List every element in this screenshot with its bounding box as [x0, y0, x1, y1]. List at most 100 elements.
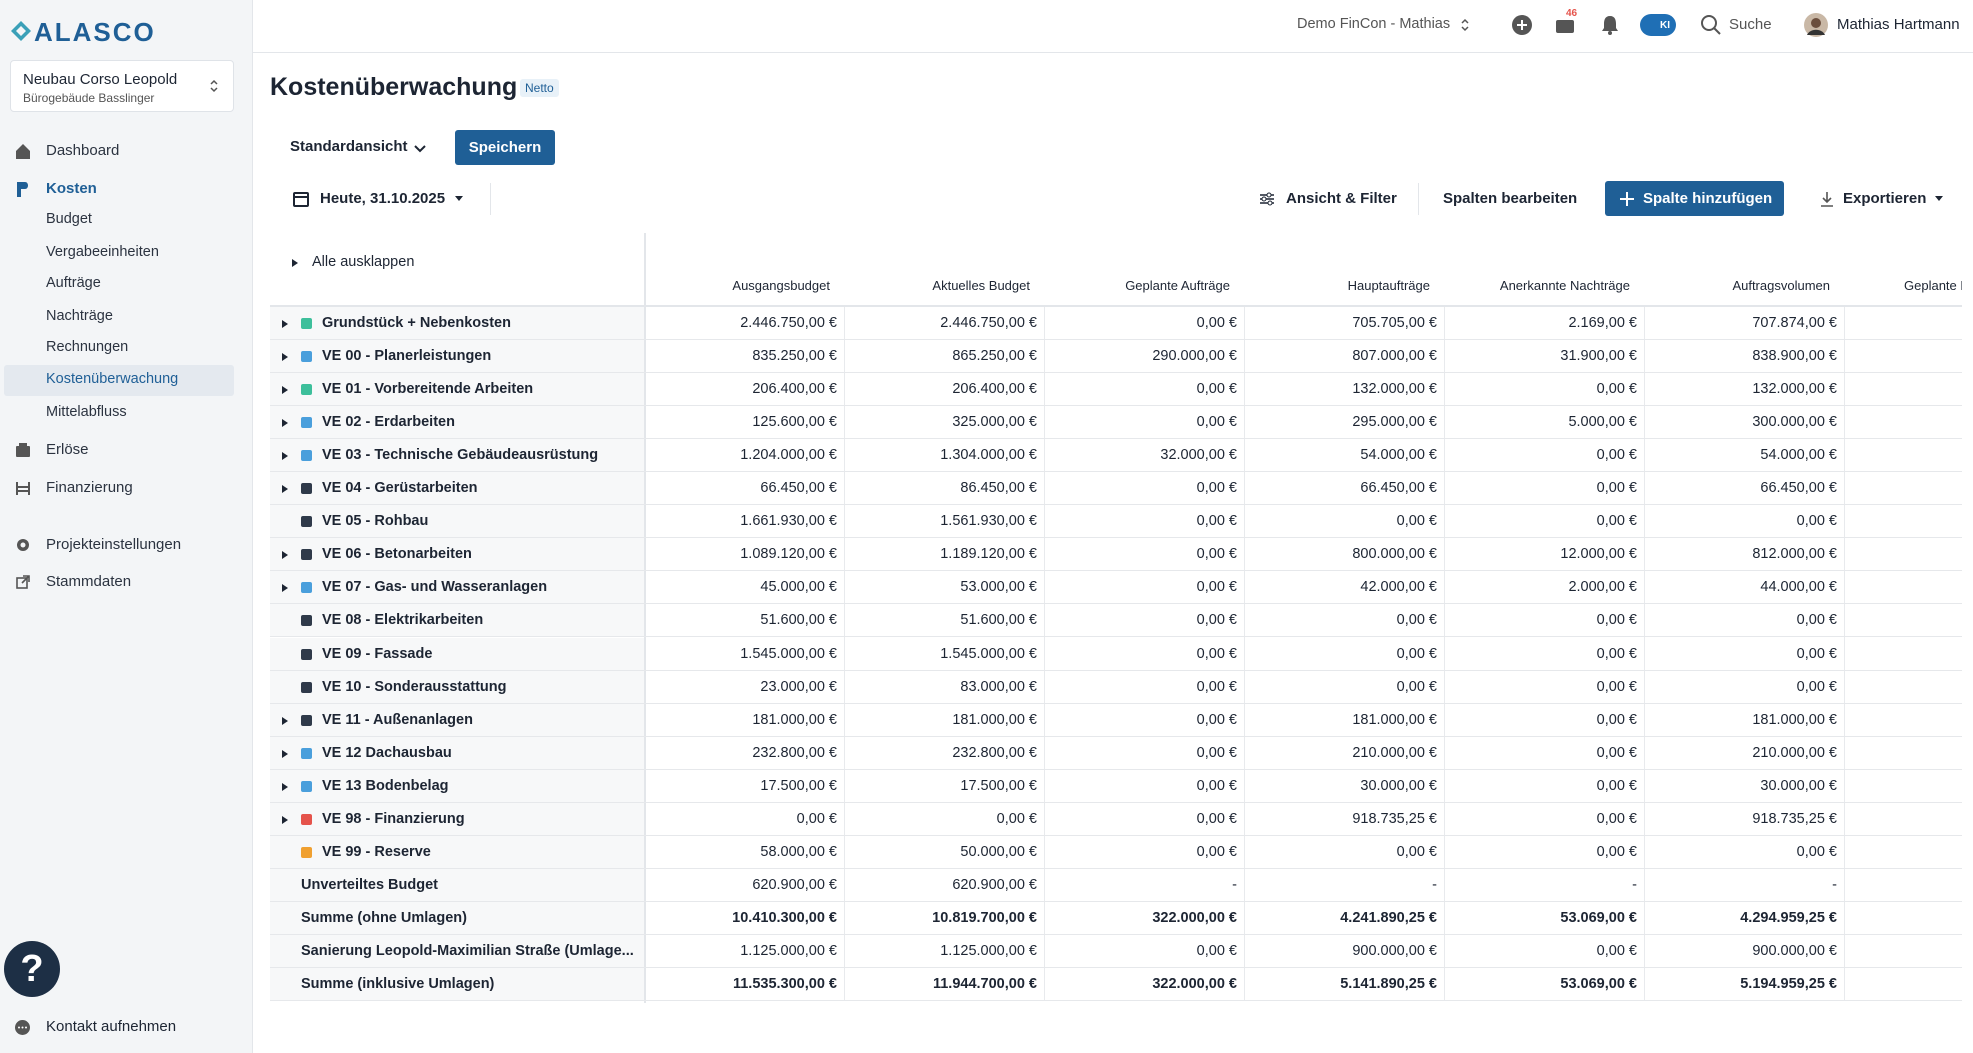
table-row[interactable]: VE 08 - Elektrikarbeiten 51.600,00 € 51.60… — [270, 604, 1962, 638]
table-row[interactable]: VE 13 Bodenbelag 17.500,00 € 17.500,00 € 0,… — [270, 769, 1962, 803]
value-cell: 838.900,00 € — [1752, 348, 1837, 365]
table-row[interactable]: Summe (inklusive Umlagen) 11.535.300,00 €… — [270, 968, 1962, 1002]
expand-toggle[interactable] — [281, 749, 289, 759]
value-cell: 900.000,00 € — [1352, 942, 1437, 959]
bell-icon[interactable] — [1600, 14, 1620, 36]
name-cell — [270, 373, 644, 406]
table-row[interactable]: VE 07 - Gas- und Wasseranlagen 45.000,00 … — [270, 571, 1962, 605]
expand-toggle[interactable] — [281, 352, 289, 362]
nav-item[interactable]: Vergabeeinheiten — [46, 244, 159, 260]
nav-item[interactable]: Rechnungen — [46, 339, 129, 355]
table-row[interactable]: Sanierung Leopold-Maximilian Straße (Uml… — [270, 934, 1962, 968]
view-selector[interactable]: Standardansicht — [290, 138, 408, 155]
project-selector[interactable]: Neubau Corso Leopold Bürogebäude Basslin… — [10, 60, 234, 112]
value-cell: 0,00 € — [1196, 777, 1237, 794]
table-row[interactable]: VE 99 - Reserve 58.000,00 € 50.000,00 € 0,0… — [270, 835, 1962, 869]
project-name: Neubau Corso Leopold — [23, 71, 178, 88]
value-cell: 51.600,00 € — [760, 612, 837, 629]
value-cell: 0,00 € — [1396, 678, 1437, 695]
inbox-badge: 46 — [1566, 8, 1578, 19]
workspace-selector[interactable]: Demo FinCon - Mathias — [1297, 16, 1451, 32]
table-row[interactable]: VE 02 - Erdarbeiten 125.600,00 € 325.000,0… — [270, 406, 1962, 440]
table-row[interactable]: VE 04 - Gerüstarbeiten 66.450,00 € 86.450,… — [270, 472, 1962, 506]
ai-button[interactable]: KI — [1640, 14, 1676, 36]
value-cell: 0,00 € — [1196, 645, 1237, 662]
expand-toggle[interactable] — [281, 319, 289, 329]
value-cell: 5.000,00 € — [1568, 414, 1637, 431]
value-cell: 800.000,00 € — [1352, 546, 1437, 563]
save-button[interactable]: Speichern — [455, 130, 555, 165]
value-cell: 0,00 € — [1596, 843, 1637, 860]
nav-item[interactable]: Aufträge — [46, 275, 101, 291]
color-swatch — [301, 384, 312, 396]
table-row[interactable]: VE 06 - Betonarbeiten 1.089.120,00 € 1.189… — [270, 538, 1962, 572]
table-row[interactable]: VE 05 - Rohbau 1.661.930,00 € 1.561.930,00… — [270, 505, 1962, 539]
expand-toggle[interactable] — [281, 550, 289, 560]
column-header: Aktuelles Budget — [932, 278, 1030, 293]
table-row[interactable]: VE 98 - Finanzierung 0,00 € 0,00 € 0,00 € 91… — [270, 802, 1962, 836]
value-cell: 1.661.930,00 € — [740, 513, 837, 530]
table-row[interactable]: Summe (ohne Umlagen) 10.410.300,00 € 10.81… — [270, 901, 1962, 935]
search-link[interactable]: Suche — [1729, 16, 1772, 33]
table-row[interactable]: VE 03 - Technische Gebäudeausrüstung 1.20… — [270, 439, 1962, 473]
expand-toggle[interactable] — [281, 583, 289, 593]
value-cell: 2.000,00 € — [1568, 579, 1637, 596]
inbox-icon[interactable] — [1554, 15, 1576, 35]
value-cell: 918.735,25 € — [1752, 810, 1837, 827]
avatar[interactable] — [1804, 13, 1828, 37]
column-header: Geplante Aufträge — [1125, 278, 1230, 293]
add-icon[interactable] — [1511, 14, 1533, 36]
value-cell: 0,00 € — [1396, 612, 1437, 629]
expand-all[interactable]: Alle ausklappen — [312, 254, 415, 270]
name-cell — [270, 835, 644, 868]
table-row[interactable]: Unverteiltes Budget 620.900,00 € 620.900,0… — [270, 868, 1962, 902]
column-divider — [844, 307, 845, 1002]
export-button[interactable]: Exportieren — [1843, 190, 1927, 207]
filter-button[interactable]: Ansicht & Filter — [1286, 190, 1397, 207]
nav-item[interactable]: Nachträge — [46, 308, 113, 324]
nav-item[interactable]: Mittelabfluss — [46, 404, 127, 420]
value-cell: 300.000,00 € — [1752, 414, 1837, 431]
value-cell: 918.735,25 € — [1352, 810, 1437, 827]
nav-item[interactable]: Erlöse — [46, 441, 89, 458]
expand-toggle[interactable] — [281, 716, 289, 726]
expand-toggle[interactable] — [281, 451, 289, 461]
value-cell: 125.600,00 € — [752, 414, 837, 431]
color-swatch — [301, 351, 312, 363]
expand-toggle[interactable] — [281, 815, 289, 825]
expand-toggle[interactable] — [281, 484, 289, 494]
user-name[interactable]: Mathias Hartmann — [1837, 16, 1960, 33]
table-row[interactable]: VE 12 Dachausbau 232.800,00 € 232.800,00 €… — [270, 736, 1962, 770]
date-selector[interactable]: Heute, 31.10.2025 — [320, 190, 446, 207]
color-swatch — [301, 747, 312, 759]
value-cell: 66.450,00 € — [1760, 480, 1837, 497]
help-button[interactable]: ? — [4, 941, 60, 997]
nav-item[interactable]: Stammdaten — [46, 573, 132, 590]
nav-item[interactable]: Projekteinstellungen — [46, 536, 182, 553]
table-row[interactable]: VE 09 - Fassade 1.545.000,00 € 1.545.000,0… — [270, 637, 1962, 671]
add-column-button[interactable]: Spalte hinzufügen — [1605, 181, 1784, 216]
table-row[interactable]: VE 11 - Außenanlagen 181.000,00 € 181.000,… — [270, 703, 1962, 737]
nav-item[interactable]: Kosten — [46, 180, 97, 197]
nav-item[interactable]: Budget — [46, 211, 92, 227]
value-cell: 0,00 € — [1196, 843, 1237, 860]
nav-item[interactable]: Kostenüberwachung — [46, 371, 179, 387]
value-cell: 1.545.000,00 € — [740, 645, 837, 662]
table-row[interactable]: VE 10 - Sonderausstattung 23.000,00 € 83.0… — [270, 670, 1962, 704]
value-cell: 181.000,00 € — [752, 711, 837, 728]
edit-columns-button[interactable]: Spalten bearbeiten — [1443, 190, 1578, 207]
table-row[interactable]: Grundstück + Nebenkosten 2.446.750,00 € 2.… — [270, 307, 1962, 341]
row-name: VE 03 - Technische Gebäudeausrüstung — [322, 447, 599, 464]
expand-toggle[interactable] — [281, 418, 289, 428]
expand-toggle[interactable] — [281, 782, 289, 792]
expand-toggle[interactable] — [291, 258, 299, 268]
row-name: VE 04 - Gerüstarbeiten — [322, 480, 478, 497]
table-row[interactable]: VE 01 - Vorbereitende Arbeiten 206.400,00… — [270, 373, 1962, 407]
contact-link[interactable]: Kontakt aufnehmen — [46, 1018, 177, 1035]
chevron — [414, 145, 426, 153]
nav-item[interactable]: Dashboard — [46, 142, 120, 159]
expand-toggle[interactable] — [281, 385, 289, 395]
value-cell: 4.241.890,25 € — [1340, 909, 1437, 926]
table-row[interactable]: VE 00 - Planerleistungen 835.250,00 € 865.… — [270, 340, 1962, 374]
nav-item[interactable]: Finanzierung — [46, 479, 133, 496]
